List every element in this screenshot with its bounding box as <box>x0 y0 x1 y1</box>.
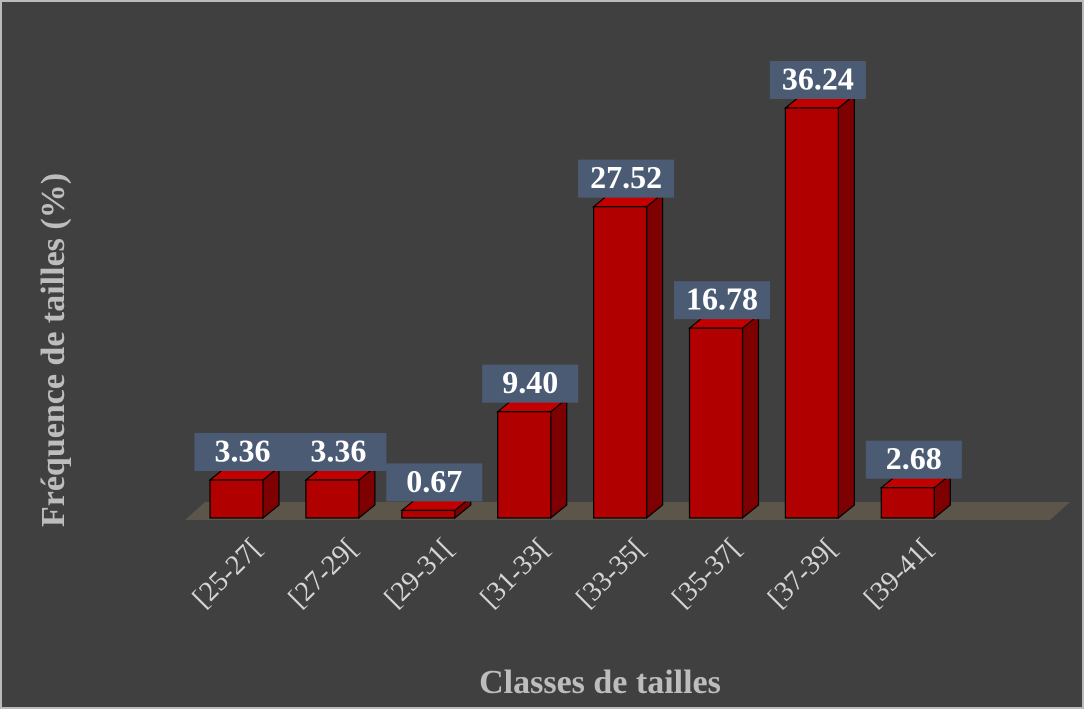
value-label: 16.78 <box>686 281 758 317</box>
value-label: 2.68 <box>886 440 942 476</box>
value-label: 36.24 <box>782 60 854 96</box>
value-label-box <box>578 159 675 198</box>
bar-front <box>401 509 456 519</box>
value-label: 9.40 <box>502 364 558 400</box>
value-label-box <box>482 364 579 403</box>
bar-front <box>784 107 840 519</box>
bar-side <box>837 93 856 520</box>
bar <box>208 465 281 520</box>
value-label-box <box>865 440 962 479</box>
value-label: 3.36 <box>310 432 366 468</box>
value-label: 3.36 <box>215 432 271 468</box>
bar-front <box>497 411 552 519</box>
bar-front <box>209 479 264 519</box>
value-label: 0.67 <box>406 463 462 499</box>
value-label-box <box>194 432 291 471</box>
bar-side <box>550 397 568 520</box>
bar <box>879 473 952 520</box>
bar <box>687 313 761 520</box>
bar <box>496 397 569 520</box>
value-label-box <box>290 432 387 471</box>
bar-front <box>880 487 935 519</box>
value-label-box <box>769 61 866 99</box>
x-axis-title: Classes de tailles <box>479 664 721 701</box>
bar <box>591 192 665 520</box>
bar <box>304 465 377 520</box>
y-axis-title: Fréquence de tailles (%) <box>35 173 72 527</box>
bar-side <box>741 313 760 520</box>
bar-front <box>688 327 744 519</box>
bar-side <box>645 192 664 520</box>
value-label: 27.52 <box>590 159 662 195</box>
value-label-box <box>386 463 483 502</box>
value-label-box <box>674 281 770 320</box>
bar-front <box>592 206 648 519</box>
bar <box>783 93 857 520</box>
bar-front <box>305 479 360 519</box>
